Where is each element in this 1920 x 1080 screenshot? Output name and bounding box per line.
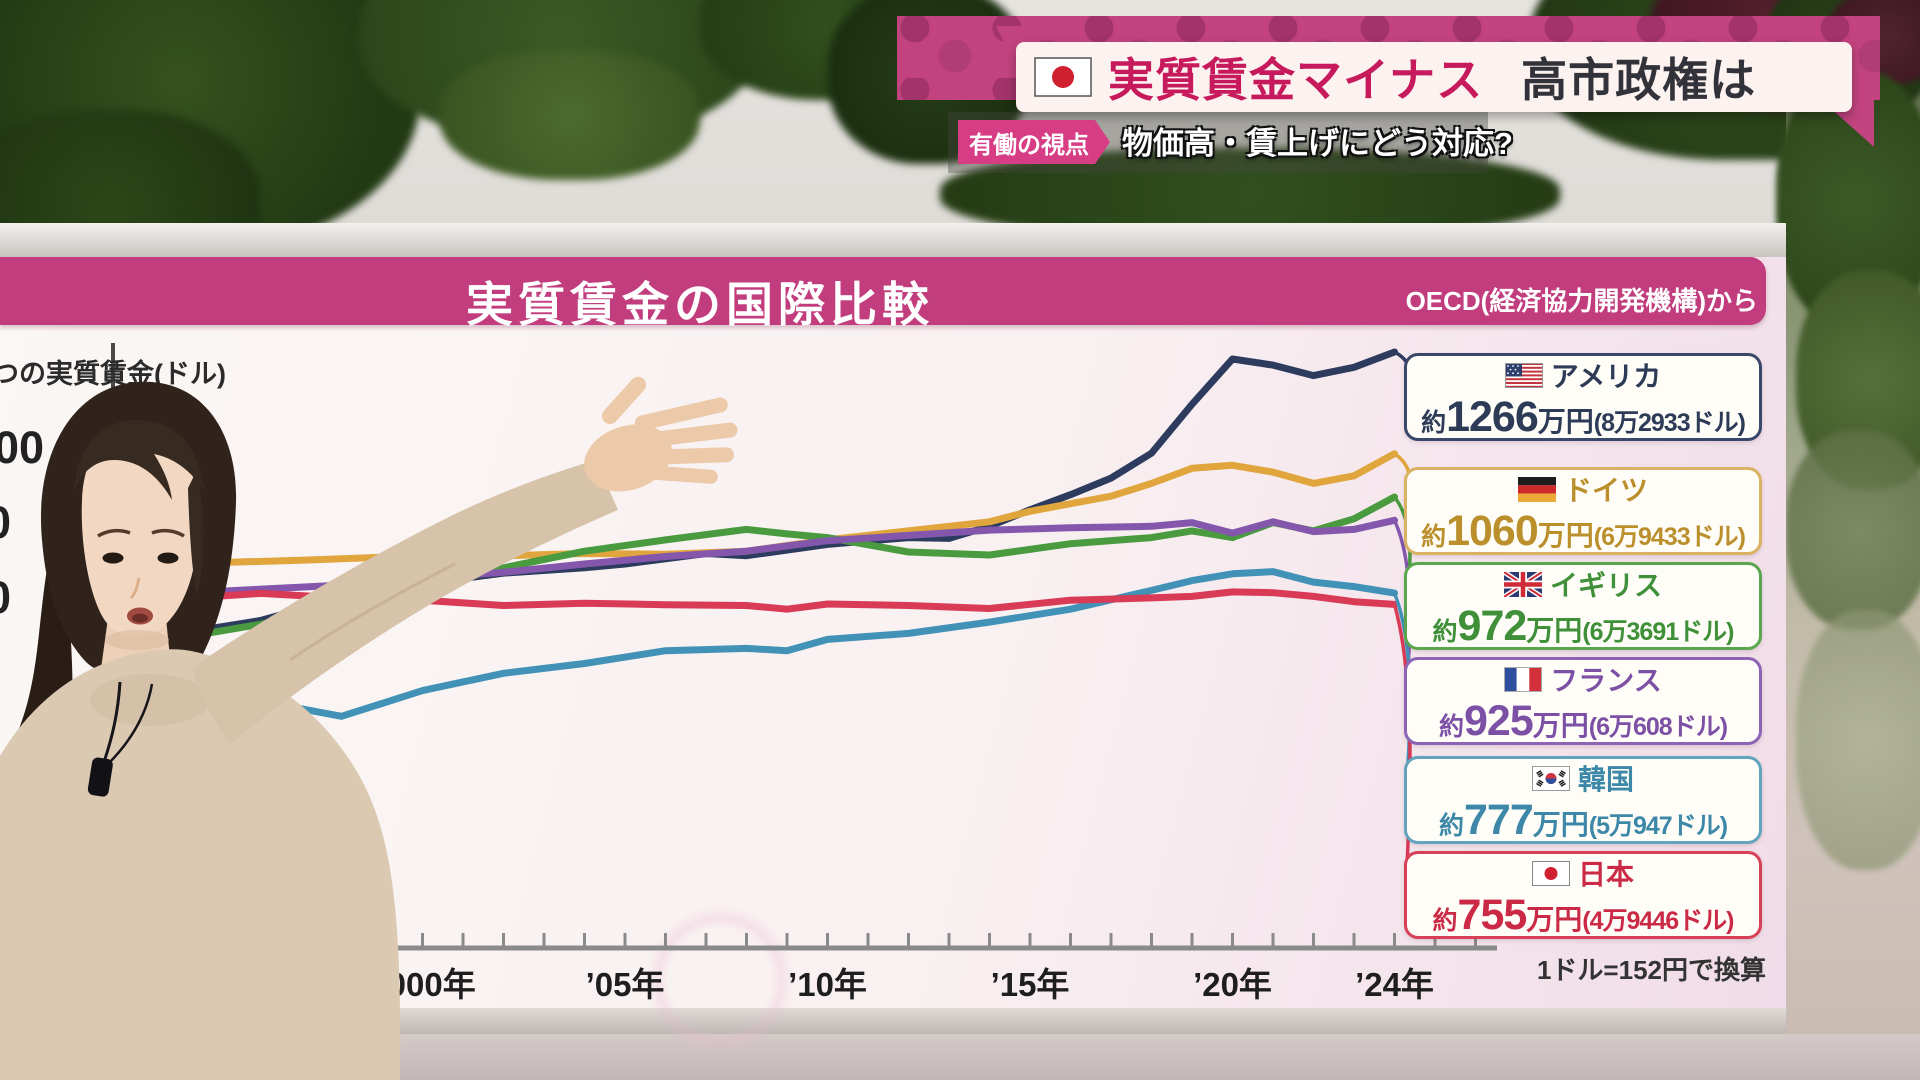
x-tick-label: ’15年 — [990, 966, 1070, 1003]
legend-box-japan: 日本 約 755 万円 (4万9446ドル) — [1404, 851, 1762, 939]
presenter-finger-4 — [637, 465, 718, 484]
foliage-center-2 — [440, 50, 700, 180]
presenter-chest-shading — [90, 674, 210, 726]
amount-number: 1060 — [1446, 507, 1539, 555]
amount-unit: 万円 — [1537, 520, 1594, 551]
presenter-necklace-cord-right — [107, 683, 154, 765]
france-flag-icon — [1504, 666, 1543, 692]
presenter-eyebrow-left — [97, 528, 131, 538]
presenter-eye-right — [157, 552, 179, 564]
amount-prefix: 約 — [1432, 618, 1458, 646]
x-tick-label: ’10年 — [788, 966, 867, 1003]
legend-country-name: フランス — [1550, 665, 1662, 696]
legend-country-name: ドイツ — [1563, 475, 1648, 506]
japan-flag-icon — [1531, 860, 1570, 886]
amount-usd: (5万947ドル) — [1588, 812, 1728, 840]
presenter-hair-side — [188, 472, 204, 596]
presenter-thumb — [602, 376, 647, 424]
legend-amount: 約 1060 万円 (6万9433ドル) — [1421, 507, 1746, 555]
y-tick-label-50000: 0 — [0, 575, 11, 620]
presenter-eye-left — [102, 552, 124, 564]
board-header-bar — [0, 257, 1766, 325]
board-top-edge — [0, 223, 1786, 257]
amount-usd: (4万9446ドル) — [1582, 907, 1734, 935]
presenter-chin-shadow — [105, 630, 169, 650]
presenter-bangs — [74, 420, 204, 500]
amount-usd: (8万2933ドル) — [1593, 409, 1746, 437]
presenter-body — [0, 649, 401, 1080]
south-korea-flag-icon — [1531, 765, 1570, 791]
amount-number: 755 — [1457, 891, 1528, 939]
legend-amount: 約 1266 万円 (8万2933ドル) — [1421, 393, 1746, 441]
chart-title: 実質賃金の国際比較 — [466, 278, 934, 331]
presenter-mic-clip — [87, 757, 113, 797]
presenter-nose — [129, 577, 141, 600]
presenter-finger-2 — [640, 422, 738, 448]
presenter-finger-3 — [642, 447, 734, 465]
amount-usd: (6万9433ドル) — [1593, 523, 1746, 551]
rose-watermark-mid — [620, 900, 820, 1060]
presenter-face — [81, 428, 199, 638]
x-tick-label: ’24年 — [1355, 966, 1434, 1003]
usa-flag-icon — [1504, 362, 1543, 388]
germany-flag-icon — [1517, 476, 1556, 502]
legend-amount: 約 777 万円 (5万947ドル) — [1438, 796, 1728, 844]
headline-banner: 実質賃金マイナス 高市政権は — [1016, 42, 1852, 112]
legend-box-france: フランス 約 925 万円 (6万608ドル) — [1404, 657, 1762, 745]
headline-text-dark: 高市政権は — [1521, 54, 1757, 106]
presenter-mouth-inner — [132, 613, 148, 623]
japan-flag-icon — [1034, 57, 1092, 97]
series-line-4 — [95, 568, 1398, 729]
headline-text-accent: 実質賃金マイナス — [1108, 54, 1484, 106]
y-tick-label-60000: 0 — [0, 500, 11, 545]
presenter-arm-sleeve — [192, 460, 618, 744]
legend-box-germany: ドイツ 約 1060 万円 (6万9433ドル) — [1404, 467, 1762, 555]
segment-badge: 有働の視点 — [958, 120, 1110, 164]
y-axis-label: つの実質賃金(ドル) — [0, 359, 226, 389]
legend-country-name: アメリカ — [1550, 361, 1662, 392]
legend-box-south-korea: 韓国 約 777 万円 (5万947ドル) — [1404, 756, 1762, 844]
amount-usd: (6万3691ドル) — [1582, 618, 1734, 646]
amount-usd: (6万608ドル) — [1588, 713, 1728, 741]
uk-flag-icon — [1503, 571, 1542, 597]
amount-prefix: 約 — [1432, 907, 1458, 935]
amount-number: 972 — [1457, 602, 1528, 650]
presenter-eyebrow-right — [151, 528, 185, 538]
legend-box-uk: イギリス 約 972 万円 (6万3691ドル) — [1404, 562, 1762, 650]
x-tick-label: ’05年 — [585, 966, 665, 1003]
presenter-sleeve-fold — [289, 562, 456, 662]
legend-amount: 約 925 万円 (6万608ドル) — [1438, 697, 1728, 745]
legend-country-name: 韓国 — [1577, 764, 1634, 795]
foliage-right-4 — [1786, 430, 1920, 630]
amount-unit: 万円 — [1537, 406, 1594, 437]
subheadline-text: 物価高・賃上げにどう対応? — [1122, 126, 1513, 161]
amount-number: 925 — [1463, 697, 1534, 745]
amount-unit: 万円 — [1526, 615, 1583, 646]
y-tick-label-70000: 00 — [0, 422, 45, 473]
amount-prefix: 約 — [1421, 409, 1447, 437]
exchange-rate-note: 1ドル=152円で換算 — [1536, 955, 1766, 985]
legend-country-name: イギリス — [1549, 570, 1662, 601]
legend-amount: 約 755 万円 (4万9446ドル) — [1432, 891, 1735, 939]
legend-country-name: 日本 — [1577, 859, 1634, 890]
amount-prefix: 約 — [1438, 812, 1464, 840]
amount-unit: 万円 — [1532, 809, 1589, 840]
amount-prefix: 約 — [1421, 523, 1447, 551]
amount-unit: 万円 — [1526, 904, 1583, 935]
amount-prefix: 約 — [1438, 713, 1464, 741]
amount-number: 1266 — [1446, 393, 1539, 441]
amount-unit: 万円 — [1532, 710, 1589, 741]
legend-amount: 約 972 万円 (6万3691ドル) — [1432, 602, 1735, 650]
presenter-finger-1 — [634, 397, 728, 431]
chart-source: OECD(経済協力開発機構)から — [1405, 286, 1758, 316]
foliage-right-5 — [1796, 610, 1920, 870]
presenter-necklace-cord-left — [102, 681, 122, 763]
legend-box-usa: アメリカ 約 1266 万円 (8万2933ドル) — [1404, 353, 1762, 441]
amount-number: 777 — [1463, 796, 1534, 844]
x-tick-label: ’20年 — [1193, 966, 1272, 1003]
